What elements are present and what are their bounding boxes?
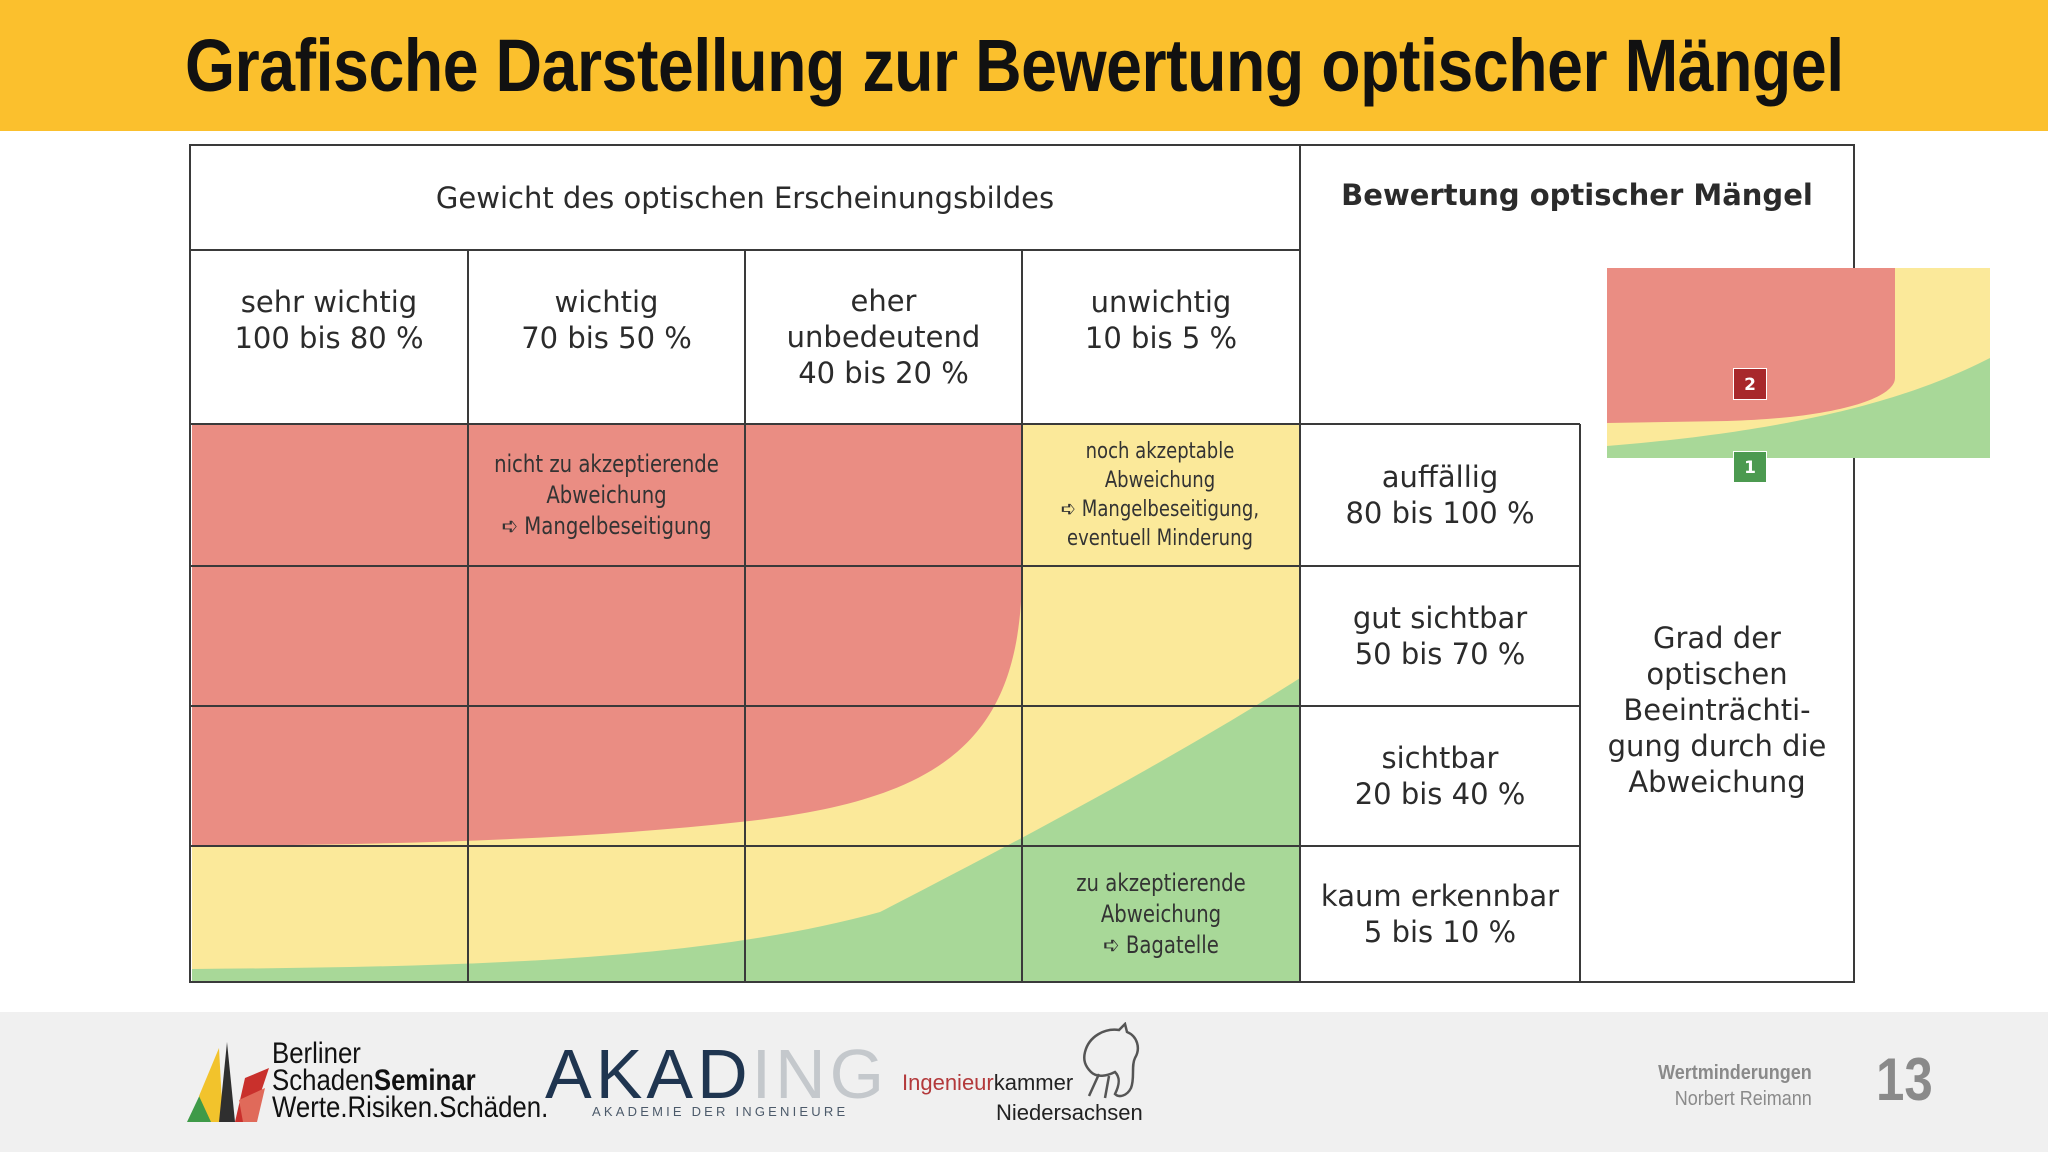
legend-red-fill (1607, 268, 1895, 423)
footer-author: Norbert Reimann (1674, 1088, 1812, 1110)
zone-yellow-label: noch akzeptable Abweichung ➪ Mangelbesei… (1060, 439, 1260, 551)
grid-lines (189, 144, 1855, 983)
horse-icon (1083, 1022, 1139, 1099)
weight-column-rather-insignificant: eher unbedeutend 40 bis 20 % (786, 284, 981, 390)
berliner-schadenseminar-logo-icon (187, 1042, 269, 1122)
footer-topic: Wertminderungen Norbert Reimann (1658, 1060, 1812, 1112)
visibility-row-clearly-visible: gut sichtbar 50 bis 70 % (1352, 601, 1528, 671)
ingenieurkammer-region: Niedersachsen (996, 1100, 1143, 1125)
assessment-diagram: Gewicht des optischen Erscheinungsbildes… (189, 144, 1855, 983)
ingenieurkammer-red: Ingenieur (902, 1070, 994, 1095)
visibility-row-visible: sichtbar 20 bis 40 % (1354, 741, 1526, 811)
footer (0, 1012, 2048, 1152)
assessment-matrix (189, 144, 1855, 983)
berliner-schadenseminar-wordmark: Berliner SchadenSeminar Werte.Risiken.Sc… (272, 1037, 549, 1124)
legend-badge-green: 1 (1733, 451, 1767, 483)
ingenieurkammer-wordmark: Ingenieurkammer (902, 1070, 1073, 1096)
visibility-row-barely-noticeable: kaum erkennbar 5 bis 10 % (1320, 879, 1560, 949)
ingenieurkammer-dark: kammer (993, 1070, 1074, 1095)
bss-line-2: SchadenSeminar (272, 1064, 548, 1097)
legend-inset: 2 1 (1607, 268, 1990, 483)
impairment-label: Grad der optischen Beeinträchti- gung du… (1607, 621, 1827, 799)
zone-green-label: zu akzeptierende Abweichung ➪ Bagatelle (1076, 868, 1246, 959)
akading-subtitle: AKADEMIE DER INGENIEURE (592, 1104, 849, 1119)
weight-column-important: wichtig 70 bis 50 % (521, 285, 692, 355)
legend-inset-graphic (1607, 268, 1990, 458)
rating-header: Bewertung optischer Mängel (1341, 178, 1813, 212)
bss-line-2-normal: Schaden (272, 1064, 374, 1097)
akading-logo: AKADING (545, 1036, 888, 1112)
weight-column-very-important: sehr wichtig 100 bis 80 % (234, 285, 424, 355)
bss-line-2-bold: Seminar (373, 1064, 476, 1097)
legend-badge-red: 2 (1733, 368, 1767, 400)
akading-logo-dark: AKAD (545, 1035, 752, 1113)
bss-line-3: Werte.Risiken.Schäden. (272, 1091, 549, 1124)
akading-logo-light: ING (751, 1035, 889, 1113)
footer-topic-title: Wertminderungen (1658, 1062, 1812, 1084)
page-number: 13 (1876, 1046, 1933, 1113)
weight-column-unimportant: unwichtig 10 bis 5 % (1084, 285, 1238, 355)
bss-line-1: Berliner (272, 1037, 361, 1070)
zone-red-fill (192, 424, 1022, 846)
zone-red-label: nicht zu akzeptierende Abweichung ➪ Mang… (494, 449, 719, 540)
slide-title: Grafische Darstellung zur Bewertung opti… (185, 24, 1844, 107)
title-bar (0, 0, 2048, 131)
weight-header: Gewicht des optischen Erscheinungsbildes (435, 180, 1055, 215)
visibility-row-conspicuous: auffällig 80 bis 100 % (1345, 460, 1535, 530)
